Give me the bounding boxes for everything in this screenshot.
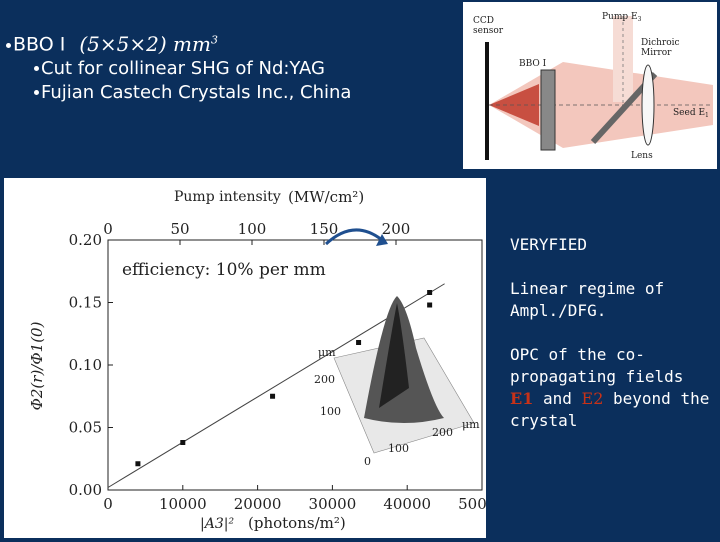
y-tick-label: 0.15: [69, 294, 102, 312]
note-e1: E1: [510, 389, 534, 408]
lens: [641, 64, 655, 146]
maker-text: Fujian Castech Crystals Inc., China: [41, 81, 352, 103]
x-tick-label: 0: [103, 495, 113, 513]
x-axis-label: |A3|²: [200, 516, 234, 532]
bullet-list: BBO I (5×5×2) mm3 Cut for collinear SHG o…: [6, 28, 351, 105]
note-opc-b: beyond the crystal: [510, 389, 710, 430]
x-tick-label: 10000: [159, 495, 207, 513]
top-tick-label: 150: [310, 220, 339, 238]
notes-panel: VERYFIED Linear regime of Ampl./DFG. OPC…: [510, 234, 716, 454]
arrow-head: [376, 234, 388, 246]
inset-tick-100a: 100: [320, 405, 341, 418]
data-points: [135, 290, 433, 467]
ccd-label: CCD: [473, 16, 494, 26]
note-and: and: [542, 389, 572, 408]
inset-tick-200a: 200: [314, 373, 335, 386]
plot-frame: [107, 239, 483, 491]
mirror-label: Mirror: [641, 48, 672, 58]
x-tick-label: 40000: [383, 495, 431, 513]
data-point: [427, 302, 433, 308]
sensor-label: sensor: [473, 26, 504, 36]
y-tick-label: 0.00: [69, 481, 102, 499]
note-opc: OPC of the co-propagating fields E1 and …: [510, 344, 716, 432]
crystal-dimensions: (5×5×2) mm3: [79, 32, 218, 56]
y-tick-labels: 0.00 0.05 0.10 0.15 0.20: [69, 231, 113, 499]
inset-peak-core: [379, 303, 409, 408]
setup-schematic: CCD sensor Pump E3 BBO I Dichroic Mirror…: [463, 2, 717, 169]
x-tick-label: 30000: [309, 495, 357, 513]
y-tick-label: 0.10: [69, 356, 102, 374]
y-tick-label: 0.20: [69, 231, 102, 249]
ccd-sensor-bar: [485, 42, 489, 160]
data-point: [356, 340, 362, 345]
inset-um-label-2: μm: [462, 418, 480, 431]
bullet-crystal: BBO I (5×5×2) mm3: [6, 28, 351, 57]
dimensions-exponent: 3: [210, 33, 218, 46]
efficiency-annotation: efficiency: 10% per mm: [122, 260, 326, 280]
bullet-dot: [34, 90, 39, 96]
inset-tick-200b: 200: [432, 426, 453, 439]
bullet-dot: [6, 42, 11, 48]
x-tick-labels: 0 10000 20000 30000 40000 50000: [103, 485, 506, 513]
dichroic-label: Dichroic: [641, 38, 680, 48]
top-tick-label: 0: [103, 220, 113, 238]
data-point: [135, 461, 141, 467]
y-axis-label: Φ2(r)/Φ1(0): [28, 321, 46, 410]
seed-label: Seed E1: [673, 108, 709, 119]
inset-tick-100b: 100: [388, 442, 409, 455]
note-opc-a: OPC of the co-propagating fields: [510, 345, 684, 386]
note-verified: VERYFIED: [510, 235, 588, 254]
inset-intensity-plot: μm 200 100 0 100 200 μm: [314, 296, 480, 468]
top-tick-label: 50: [170, 220, 189, 238]
dimensions-text: (5×5×2) mm: [79, 31, 211, 56]
bullet-maker: Fujian Castech Crystals Inc., China: [6, 81, 351, 105]
schematic-svg: CCD sensor Pump E3 BBO I Dichroic Mirror…: [473, 12, 713, 161]
x-axis-unit: (photons/m²): [248, 514, 346, 532]
bbo-crystal: [540, 69, 556, 151]
y-tick-label: 0.05: [69, 419, 102, 437]
top-axis-label: Pump intensity: [174, 189, 281, 205]
crystal-name: BBO I: [13, 33, 66, 56]
bullet-dot: [34, 66, 39, 72]
top-tick-labels: 0 50 100 150 200: [103, 220, 410, 245]
note-linear: Linear regime of Ampl./DFG.: [510, 279, 665, 320]
inset-tick-0: 0: [364, 455, 371, 468]
arrow-curve: [324, 228, 383, 246]
top-tick-label: 200: [382, 220, 411, 238]
inset-um-label-1: μm: [318, 346, 336, 359]
pump-label: Pump E3: [602, 12, 642, 23]
data-point: [427, 290, 433, 295]
top-tick-label: 100: [238, 220, 267, 238]
efficiency-chart: Pump intensity (MW/cm²) 0 50 100 150 200 0 10…: [4, 178, 506, 538]
lens-label: Lens: [631, 151, 653, 161]
note-e2: E2: [581, 389, 604, 408]
bullet-cut: Cut for collinear SHG of Nd:YAG: [6, 57, 351, 81]
top-axis-unit: (MW/cm²): [288, 188, 364, 206]
chart-svg: Pump intensity (MW/cm²) 0 50 100 150 200 0 10…: [28, 188, 506, 532]
data-point: [270, 393, 276, 399]
bbo-label: BBO I: [519, 59, 547, 69]
cut-text: Cut for collinear SHG of Nd:YAG: [41, 57, 325, 79]
x-tick-label: 50000: [458, 495, 486, 513]
x-tick-label: 20000: [234, 495, 282, 513]
data-point: [180, 440, 186, 445]
